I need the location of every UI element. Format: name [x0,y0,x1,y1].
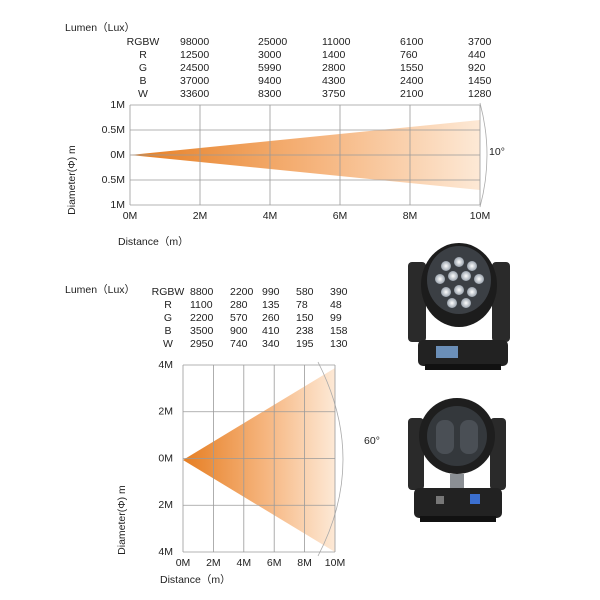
beam-arc [317,361,344,557]
channel-label: R [139,49,147,61]
x-label: 0M [123,210,138,222]
lux-value: 24500 [180,62,209,74]
lux-value: 98000 [180,36,209,48]
y-label: 0.5M [102,174,125,186]
lux-value: 12500 [180,49,209,61]
channel-label: R [164,299,172,311]
y-label: 4M [158,359,173,371]
lux-value: 3000 [258,49,282,61]
channel-label: B [139,75,146,87]
x-label: 2M [206,557,221,569]
y-label: 0.5M [102,124,125,136]
beam-arc [479,102,488,208]
lux-value: 33600 [180,88,209,100]
channel-label: B [164,325,171,337]
lux-value: 3750 [322,88,346,100]
lumen-label: Lumen（Lux） [65,284,135,296]
lux-value: 920 [468,62,486,74]
lux-value: 158 [330,325,348,337]
lux-value: 238 [296,325,314,337]
lux-value: 6100 [400,36,424,48]
lux-value: 2200 [190,312,214,324]
y-label: 1M [110,199,125,211]
x-label: 4M [237,557,252,569]
y-label: 0M [110,149,125,161]
x-label: 2M [193,210,208,222]
y-label: 2M [158,499,173,511]
lux-value: 1280 [468,88,492,100]
lux-value: 195 [296,338,314,350]
x-label: 4M [263,210,278,222]
lux-value: 990 [262,286,280,298]
y-label: 0M [158,452,173,464]
lux-value: 37000 [180,75,209,87]
lux-value: 3700 [468,36,492,48]
x-label: 10M [325,557,345,569]
lux-value: 2950 [190,338,214,350]
lux-value: 8800 [190,286,214,298]
channel-label: G [139,62,147,74]
channel-label: RGBW [127,36,160,48]
y-axis-title: Diameter(Φ) m [66,145,78,215]
lux-value: 48 [330,299,342,311]
lux-value: 150 [296,312,314,324]
lux-value: 1400 [322,49,346,61]
lux-value: 2100 [400,88,424,100]
lux-value: 3500 [190,325,214,337]
lux-value: 135 [262,299,280,311]
beam [183,368,335,552]
x-label: 8M [403,210,418,222]
x-label: 6M [333,210,348,222]
lux-value: 25000 [258,36,287,48]
x-axis-title: Distance（m） [118,236,189,248]
x-label: 10M [470,210,490,222]
lux-value: 1100 [190,299,213,311]
beam-angle: 60° [364,435,380,447]
lux-value: 410 [262,325,280,337]
y-axis-title: Diameter(Φ) m [116,485,128,555]
lux-value: 580 [296,286,314,298]
lux-value: 5990 [258,62,282,74]
lux-value: 78 [296,299,308,311]
lux-value: 130 [330,338,348,350]
lux-value: 740 [230,338,248,350]
lux-value: 11000 [322,36,351,48]
x-label: 8M [297,557,312,569]
lux-value: 260 [262,312,280,324]
x-axis-title: Distance（m） [160,574,231,586]
lux-value: 2800 [322,62,346,74]
lux-value: 340 [262,338,280,350]
x-label: 0M [176,557,191,569]
lux-value: 1550 [400,62,424,74]
lumen-label: Lumen（Lux） [65,22,135,34]
lux-value: 390 [330,286,348,298]
channel-label: W [138,88,148,100]
lux-value: 8300 [258,88,282,100]
channel-label: W [163,338,173,350]
channel-label: G [164,312,172,324]
lux-value: 900 [230,325,248,337]
lux-value: 440 [468,49,486,61]
lux-value: 760 [400,49,418,61]
x-label: 6M [267,557,282,569]
lux-value: 1450 [468,75,492,87]
lux-value: 99 [330,312,342,324]
lux-value: 570 [230,312,248,324]
lux-value: 2200 [230,286,254,298]
y-label: 2M [158,406,173,418]
channel-label: RGBW [152,286,185,298]
lux-value: 9400 [258,75,282,87]
beam-angle: 10° [489,146,505,158]
product-front [408,243,510,370]
lux-value: 280 [230,299,248,311]
lux-value: 4300 [322,75,346,87]
lux-value: 2400 [400,75,424,87]
product-back [408,398,506,522]
y-label: 1M [110,99,125,111]
y-label: 4M [158,546,173,558]
